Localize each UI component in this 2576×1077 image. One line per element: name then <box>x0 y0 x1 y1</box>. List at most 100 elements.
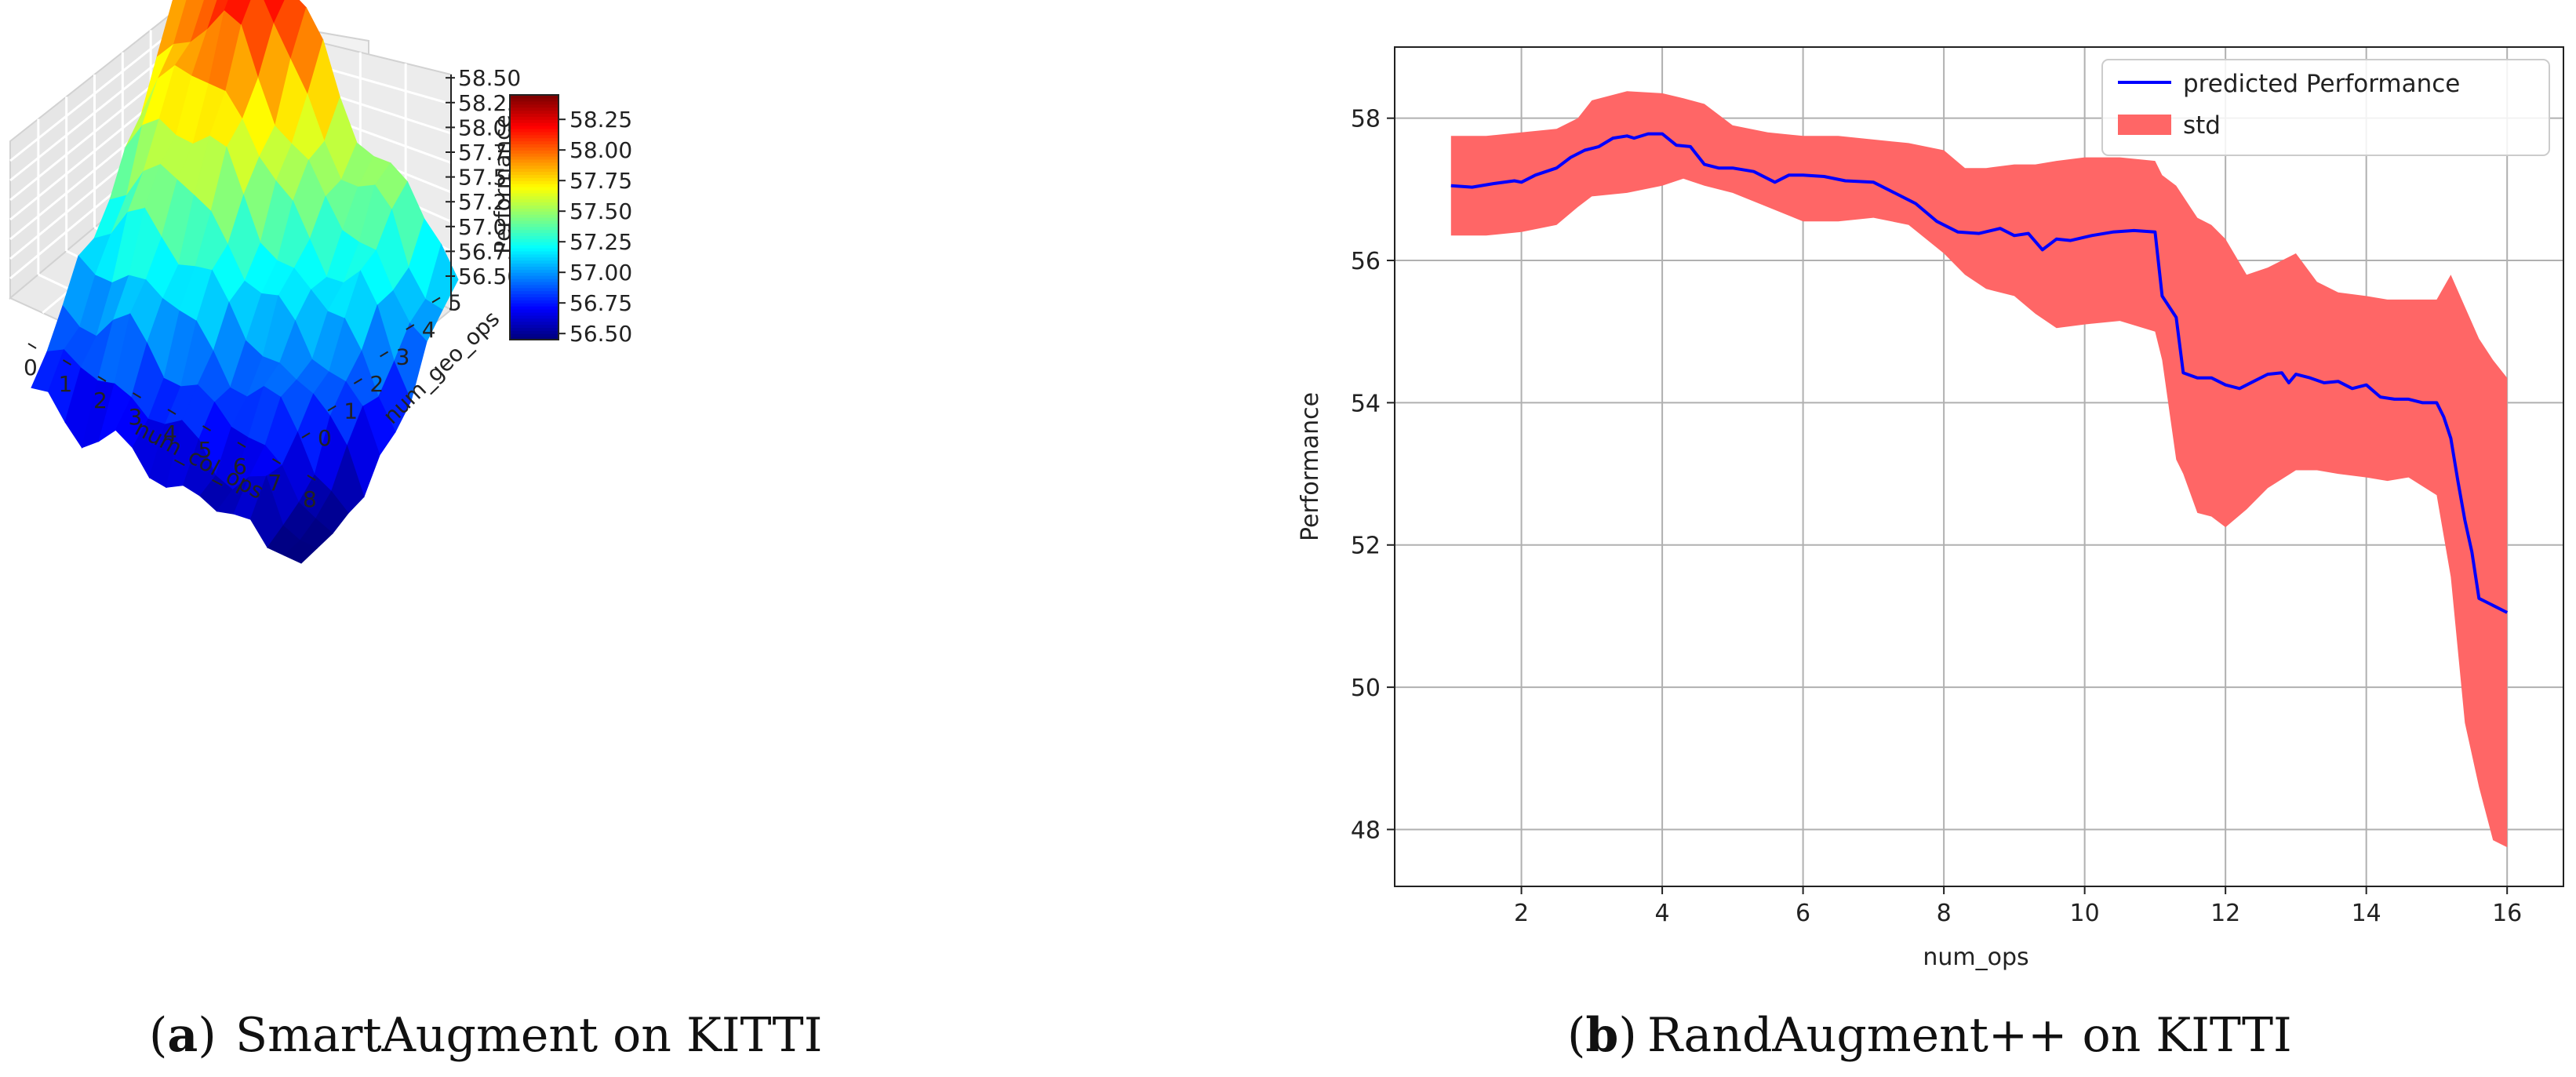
x-tick-label: 8 <box>1937 900 1952 927</box>
colorbar-segment <box>510 303 558 307</box>
colorbar-segment <box>510 137 558 142</box>
x-tick-label: 4 <box>163 420 177 446</box>
legend-label-predicted: predicted Performance <box>2183 70 2460 98</box>
colorbar-segment <box>510 284 558 289</box>
colorbar-segment <box>510 131 558 136</box>
colorbar-segment <box>510 315 558 319</box>
colorbar-segment <box>510 184 558 187</box>
colorbar-tick-label: 57.50 <box>569 198 632 224</box>
colorbar-segment <box>510 140 558 144</box>
colorbar-segment <box>510 97 558 102</box>
colorbar-segment <box>510 281 558 286</box>
y-tick-label: 4 <box>422 317 436 343</box>
colorbar-segment <box>510 278 558 282</box>
y-tick-mark <box>353 378 362 384</box>
colorbar-segment <box>510 223 558 227</box>
colorbar-segment <box>510 214 558 218</box>
x-tick-label: 16 <box>2492 900 2522 927</box>
colorbar-segment <box>510 309 558 313</box>
colorbar-segment <box>510 242 558 246</box>
x-tick-label: 6 <box>1796 900 1810 927</box>
x-tick-mark <box>202 425 212 431</box>
colorbar-tick-label: 57.25 <box>569 229 632 255</box>
y-axis-label: Performance <box>1297 392 1324 541</box>
colorbar-segment <box>510 232 558 236</box>
colorbar-segment <box>510 311 558 316</box>
y-tick-label: 52 <box>1351 533 1381 560</box>
x-axis-label: num_ops <box>1923 944 2028 971</box>
colorbar-segment <box>510 134 558 139</box>
x-tick-label: 1 <box>59 371 73 397</box>
colorbar-segment <box>510 180 558 184</box>
x-tick-label: 12 <box>2210 900 2240 927</box>
legend-std-swatch <box>2118 115 2171 135</box>
axis-ticks: 2 4 6 8 10 12 14 16 48 50 52 54 56 58 <box>1351 106 2522 927</box>
panel-a-surface-chart: 0 1 2 3 4 5 6 7 8 0 1 2 3 4 5 56.50 56.75 57.00 57.25 57.50… <box>0 0 1239 1077</box>
colorbar-tick-label: 57.00 <box>569 260 632 286</box>
colorbar-segment <box>510 290 558 295</box>
colorbar-tick-label: 58.25 <box>569 107 632 133</box>
x-tick-mark <box>271 458 282 464</box>
x-tick-label: 6 <box>233 453 247 479</box>
colorbar-frame <box>509 94 559 340</box>
caption-b-letter: (b) <box>1567 1008 1637 1063</box>
colorbar-segment <box>510 202 558 206</box>
legend: predicted Performance std <box>2101 59 2550 156</box>
y-tick-mark <box>406 324 415 330</box>
surface-3d-chart: 01234567801234556.5056.7557.0057.2557.50… <box>9 0 822 1063</box>
colorbar-segment <box>510 238 558 242</box>
colorbar-segment <box>510 116 558 120</box>
colorbar-segment <box>510 337 558 340</box>
colorbar-segment <box>510 330 558 334</box>
colorbar-segment <box>510 260 558 264</box>
colorbar-segment <box>510 144 558 147</box>
colorbar-segment <box>510 107 558 111</box>
colorbar-segment <box>510 263 558 267</box>
colorbar-segment <box>510 287 558 292</box>
x-tick-mark <box>167 409 176 415</box>
colorbar-tick-label: 57.75 <box>569 168 632 194</box>
colorbar-segment <box>510 324 558 328</box>
x-tick-label: 2 <box>1514 900 1529 927</box>
y-tick-label: 48 <box>1351 817 1381 844</box>
colorbar-segment <box>510 150 558 154</box>
colorbar-segment <box>510 211 558 215</box>
colorbar-segment <box>510 195 558 200</box>
colorbar-segment <box>510 162 558 166</box>
x-tick-mark <box>62 359 72 366</box>
colorbar-segment <box>510 153 558 157</box>
colorbar-segment <box>510 171 558 175</box>
colorbar-segment <box>510 189 558 194</box>
surface-mesh <box>31 0 459 564</box>
x-tick-label: 5 <box>198 437 213 463</box>
x-tick-mark <box>132 392 142 398</box>
colorbar-segment <box>510 327 558 331</box>
colorbar-segment <box>510 126 558 129</box>
colorbar-segment <box>510 165 558 169</box>
line-chart: 2 4 6 8 10 12 14 16 48 50 52 54 56 58 num_ops Perform… <box>1297 46 2564 1063</box>
colorbar-segment <box>510 174 558 178</box>
y-tick-mark <box>380 351 389 358</box>
colorbar-segment <box>510 248 558 252</box>
colorbar-segment <box>510 192 558 197</box>
y-tick-mark <box>301 432 311 438</box>
colorbar-segment <box>510 318 558 322</box>
colorbar-segment <box>510 110 558 114</box>
colorbar-tick-label: 58.00 <box>569 137 632 163</box>
y-tick-label: 54 <box>1351 390 1381 417</box>
y-tick-label: 0 <box>318 425 332 451</box>
colorbar-segment <box>510 113 558 117</box>
caption-a-letter: (a) <box>149 1008 216 1063</box>
panel-b-line-chart: 2 4 6 8 10 12 14 16 48 50 52 54 56 58 num_ops Perform… <box>1239 0 2576 1077</box>
plot-frame <box>1394 46 2564 887</box>
colorbar-segment <box>510 156 558 160</box>
colorbar-segment <box>510 235 558 239</box>
colorbar-segment <box>510 100 558 105</box>
legend-label-std: std <box>2183 111 2221 140</box>
colorbar-segment <box>510 220 558 224</box>
colorbar-segment <box>510 293 558 297</box>
colorbar-segment <box>510 119 558 123</box>
colorbar: 56.50 56.75 57.00 57.25 57.50 57.75 58.00 58.25 <box>509 94 632 347</box>
caption-a-text: SmartAugment on KITTI <box>235 1008 822 1063</box>
colorbar-segment <box>510 257 558 261</box>
